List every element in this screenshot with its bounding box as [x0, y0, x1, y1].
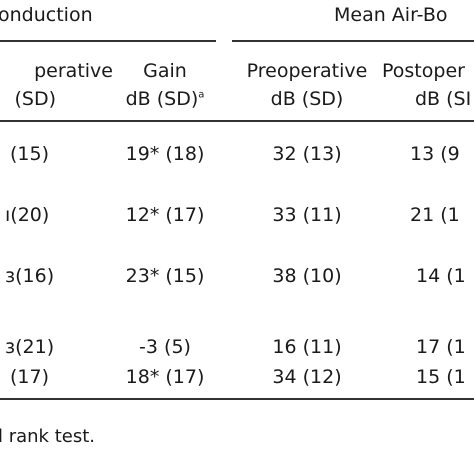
header-rule	[0, 120, 474, 122]
row4-col1-text: (21)	[15, 336, 55, 358]
row5-col2: 18* (17)	[125, 366, 205, 388]
col3-header-line2: dB (SD)	[270, 88, 344, 110]
row2-col4: 21 (1	[410, 204, 460, 226]
row2-col1-partial-digit: ı	[5, 204, 11, 226]
row3-col4: 14 (1	[416, 265, 466, 287]
group-rule-right	[232, 40, 474, 42]
row3-col1-text: (16)	[15, 265, 55, 287]
row2-col2: 12* (17)	[125, 204, 205, 226]
row5-col3: 34 (12)	[272, 366, 342, 388]
row1-col2: 19* (18)	[125, 143, 205, 165]
group-header-left: onduction	[0, 4, 93, 26]
row5-col4: 15 (1	[416, 366, 466, 388]
row3-col2: 23* (15)	[125, 265, 205, 287]
row2-col1: ı(20)	[5, 204, 49, 226]
col2-header-line1: Gain	[143, 60, 187, 82]
footnote-marker: a	[198, 89, 205, 101]
row3-col3: 38 (10)	[272, 265, 342, 287]
col2-header-line2-text: dB (SD)	[125, 88, 199, 110]
row3-col1: ɜ(16)	[5, 265, 54, 287]
row4-col1: ɜ(21)	[5, 336, 54, 358]
row5-col1: (17)	[10, 366, 50, 388]
col4-header-line2: dB (SI	[415, 88, 472, 110]
col1-header-line2: (SD)	[14, 88, 56, 110]
group-rule-left	[0, 40, 216, 42]
row3-col1-partial-digit: ɜ	[5, 265, 16, 287]
col3-header-line1: Preoperative	[246, 60, 368, 82]
row1-col3: 32 (13)	[272, 143, 342, 165]
group-header-right: Mean Air-Bo	[334, 4, 448, 26]
row2-col3: 33 (11)	[272, 204, 342, 226]
row4-col3: 16 (11)	[272, 336, 342, 358]
row4-col2: -3 (5)	[139, 336, 191, 358]
row2-col1-text: (20)	[10, 204, 50, 226]
footnote: l rank test.	[0, 426, 95, 447]
col4-header-line1: Postoper	[382, 60, 465, 82]
col1-header-line1: perative	[34, 60, 113, 82]
row4-col1-partial-digit: ɜ	[5, 336, 16, 358]
col2-header-line2: dB (SD)a	[105, 88, 225, 110]
row1-col1: (15)	[10, 143, 50, 165]
row4-col4: 17 (1	[416, 336, 466, 358]
row1-col4: 13 (9	[410, 143, 460, 165]
bottom-rule	[0, 398, 474, 400]
